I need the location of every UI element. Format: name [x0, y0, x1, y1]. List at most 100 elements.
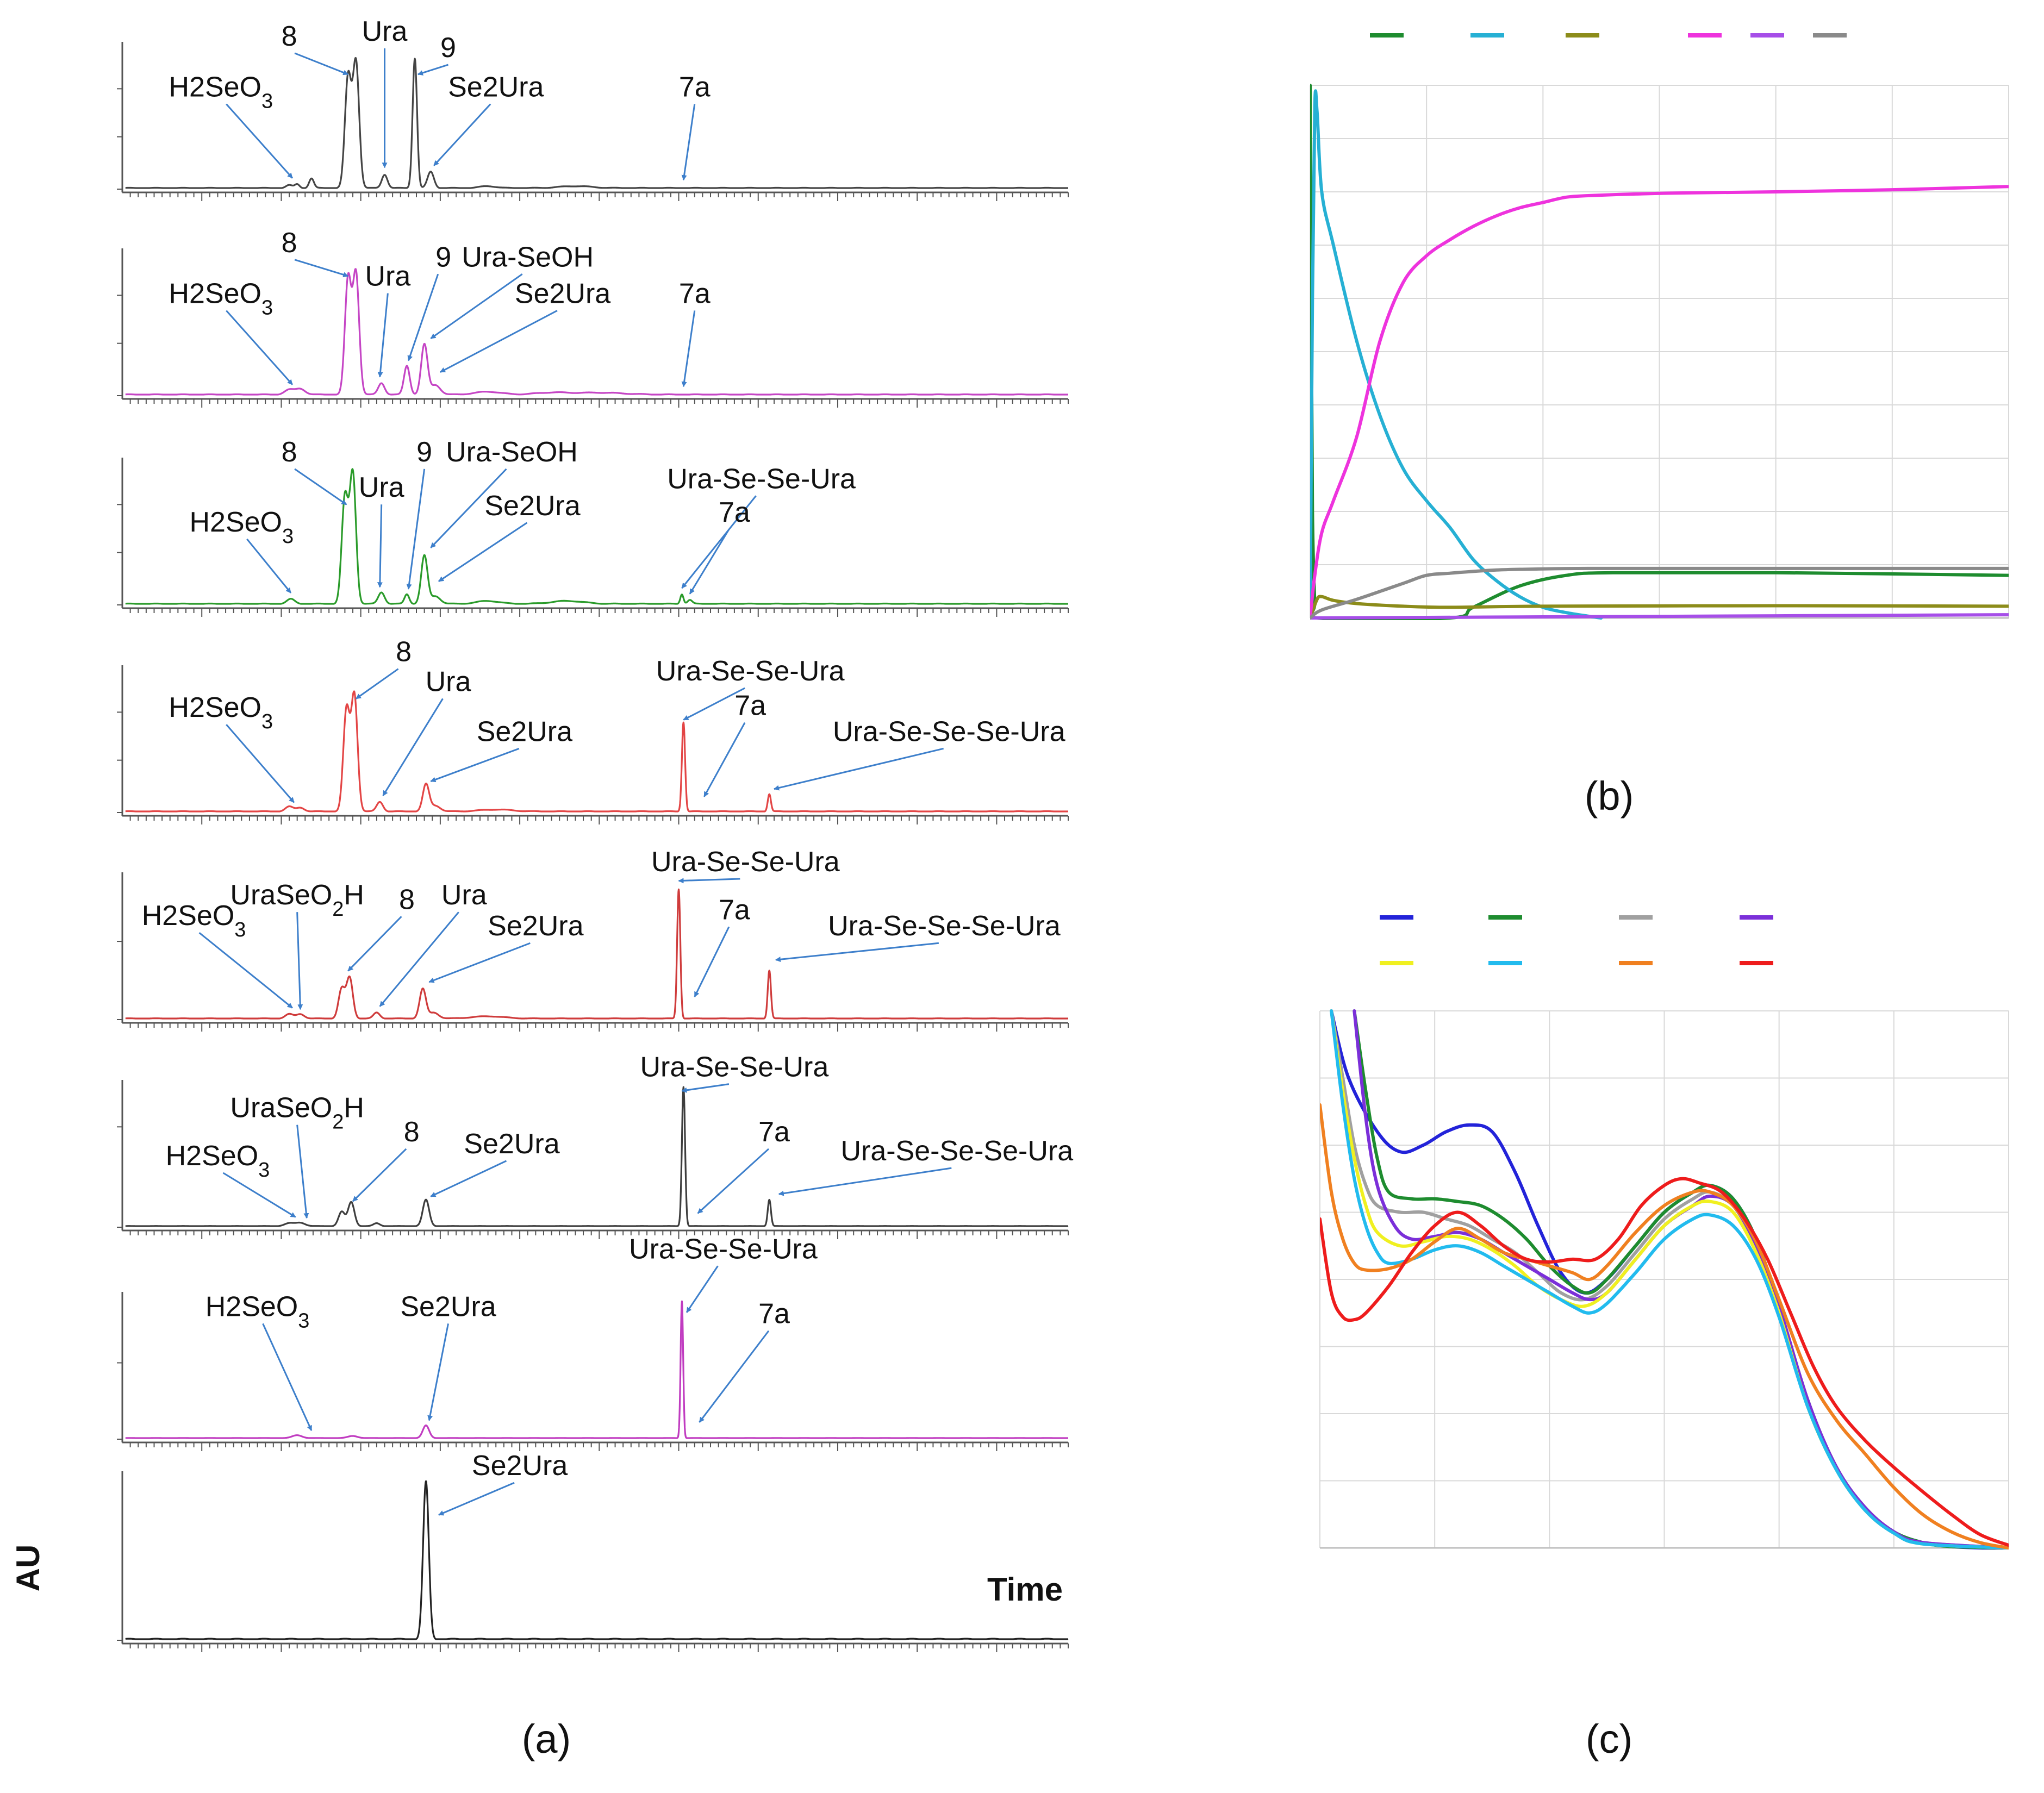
peak-arrow	[222, 1172, 296, 1218]
peak-arrow	[226, 310, 294, 385]
series-line-ph-6	[1330, 1009, 2009, 1550]
peak-arrow	[686, 1265, 719, 1313]
peak-arrow	[681, 495, 757, 589]
peak-label: Se2Ura	[488, 910, 583, 942]
series-line-8	[1310, 185, 2009, 620]
peak-arrow	[377, 293, 389, 378]
chromatogram-8: Se2Ura	[117, 1450, 1069, 1652]
peak-arrow	[246, 538, 292, 593]
peak-arrow	[226, 103, 294, 179]
peak-arrow	[703, 722, 746, 797]
chromatogram-trace	[124, 1300, 1069, 1439]
peak-arrow	[438, 1482, 515, 1516]
peak-label: Ura	[359, 472, 404, 503]
peak-label: Ura-Se-Se-Se-Ura	[833, 716, 1065, 747]
peak-arrow	[689, 529, 730, 595]
peak-arrow	[683, 687, 745, 721]
peak-arrow	[347, 916, 402, 972]
peak-label: 7a	[679, 71, 711, 103]
peak-arrow	[438, 522, 528, 582]
series-line-4a-n-2-	[1310, 595, 2009, 620]
peak-label: Ura	[365, 261, 410, 292]
chromatogram-6: UraSeO2H8H2SeO3Se2UraUra-Se-Se-Ura7aUra-…	[117, 1052, 1073, 1239]
peak-arrow	[407, 273, 439, 361]
peak-label: 7a	[679, 278, 711, 309]
peak-arrow	[433, 103, 491, 166]
peak-arrow	[262, 1323, 313, 1431]
peak-arrow	[377, 504, 383, 588]
axis-label-time: Time	[987, 1571, 1063, 1608]
peak-arrow	[427, 1323, 449, 1421]
peak-arrow	[294, 468, 347, 505]
peak-arrow	[296, 912, 303, 1010]
panel-b-kinetics-chart	[1310, 33, 2009, 620]
peak-arrow	[439, 310, 558, 373]
peak-arrow	[406, 468, 426, 590]
peak-label: 7a	[758, 1116, 790, 1148]
peak-arrow	[430, 1160, 507, 1197]
series-line-ph-5	[1320, 1103, 2009, 1550]
peak-label: Ura	[426, 666, 471, 697]
peak-arrow	[681, 104, 696, 181]
peak-label: Se2Ura	[464, 1128, 559, 1160]
peak-label: Se2Ura	[477, 716, 572, 747]
peak-arrow	[379, 911, 459, 1007]
peak-label: Se2Ura	[448, 71, 544, 103]
peak-arrow	[697, 1148, 770, 1214]
peak-arrow	[681, 1083, 730, 1093]
peak-label: Ura	[362, 16, 408, 47]
peak-arrow	[294, 259, 349, 278]
series-group	[1320, 1009, 2009, 1550]
peak-label: 7a	[758, 1298, 790, 1330]
peak-arrow	[428, 942, 531, 983]
panel-label-b: (b)	[1585, 773, 1634, 819]
series-line-5	[1310, 566, 2009, 620]
peak-label: Se2Ura	[472, 1450, 568, 1482]
peak-label: 7a	[719, 894, 750, 926]
peak-arrow	[417, 64, 448, 76]
peak-label: Ura-Se-Se-Ura	[640, 1052, 829, 1083]
peak-arrow	[198, 932, 293, 1009]
peak-label: Ura-SeOH	[446, 436, 578, 468]
peak-arrow	[294, 52, 349, 76]
peak-label: 8	[282, 436, 297, 468]
series-line-2a	[1310, 89, 1603, 620]
peak-arrow	[694, 926, 730, 997]
peak-label: Ura-Se-Se-Ura	[667, 463, 856, 495]
peak-arrow	[678, 878, 740, 884]
panel-label-c: (c)	[1586, 1716, 1632, 1761]
panel-c-uv-spectra-chart	[1319, 915, 2009, 1550]
peak-label: Ura-SeOH	[462, 241, 594, 273]
peak-label: Ura	[441, 879, 487, 911]
peak-label: 9	[416, 436, 432, 468]
peak-arrow	[430, 747, 520, 783]
peak-label: 7a	[719, 497, 750, 528]
peak-arrow	[296, 1124, 309, 1219]
peak-label: Ura-Se-Se-Ura	[656, 655, 845, 687]
chromatogram-trace	[124, 1086, 1069, 1227]
peak-arrow	[774, 747, 944, 791]
chromatogram-trace	[124, 468, 1069, 605]
peak-label: 9	[440, 32, 456, 64]
series-line-9	[1310, 613, 2009, 620]
peak-label: 8	[282, 227, 297, 259]
chromatogram-trace	[124, 1480, 1069, 1640]
chromatogram-trace	[124, 690, 1069, 813]
peak-arrow	[352, 1148, 407, 1202]
peak-label: 7a	[734, 690, 766, 722]
series-line-ph-3	[1320, 1177, 2009, 1547]
peak-label: Ura-Se-Se-Se-Ura	[840, 1135, 1073, 1167]
peak-label: Ura-Se-Se-Ura	[651, 846, 840, 878]
peak-label: 8	[282, 21, 297, 52]
peak-label: Se2Ura	[484, 490, 580, 522]
peak-arrow	[778, 1167, 952, 1196]
panel-label-a: (a)	[522, 1716, 571, 1761]
peak-label: Ura-Se-Se-Ura	[629, 1233, 818, 1265]
peak-arrow	[699, 1330, 770, 1423]
series-group	[1310, 84, 2009, 620]
peak-arrow	[356, 668, 399, 699]
chromatogram-trace	[124, 888, 1069, 1020]
